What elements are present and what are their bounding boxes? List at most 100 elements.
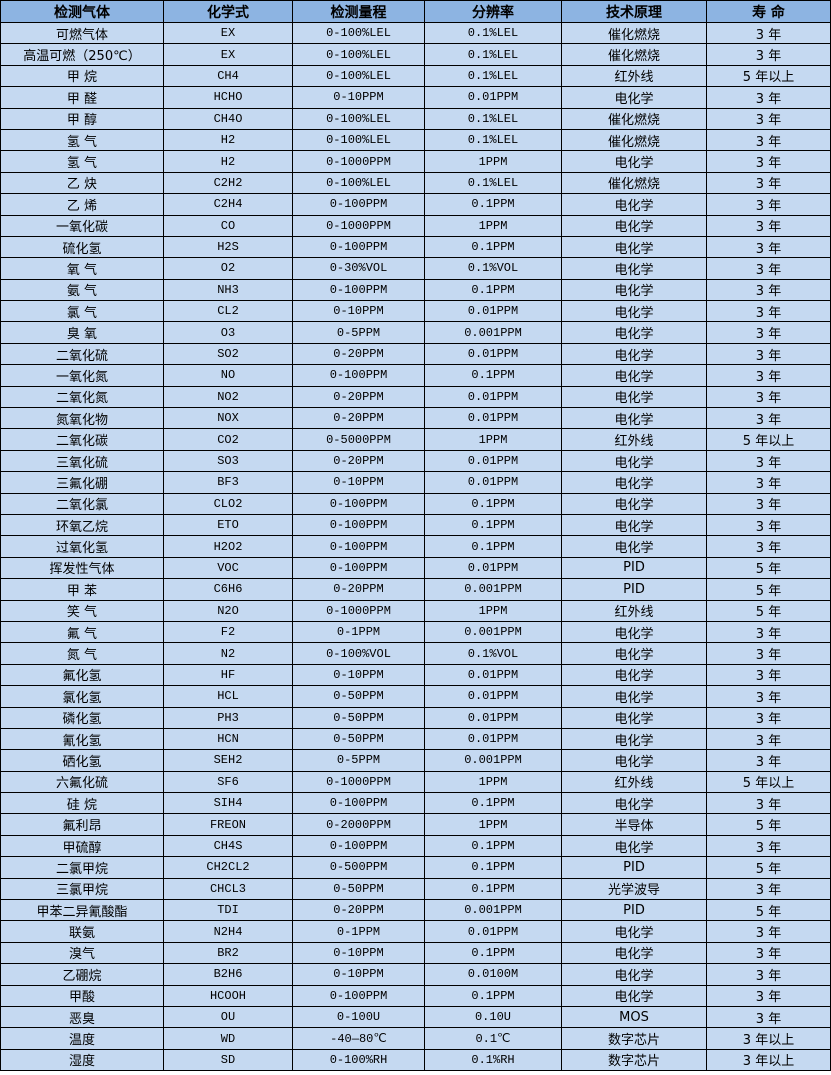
cell-range: 0-5000PPM bbox=[292, 428, 425, 451]
table-row: 甲 醇 CH4O 0-100%LEL 0.1%LEL 催化燃烧 3 年 bbox=[0, 107, 831, 130]
cell-formula: BF3 bbox=[163, 471, 293, 494]
table-row: 氟化氢 HF 0-10PPM 0.01PPM 电化学 3 年 bbox=[0, 663, 831, 687]
cell-principle: 催化燃烧 bbox=[561, 171, 707, 195]
cell-formula: WD bbox=[163, 1027, 293, 1050]
cell-formula: CHCL3 bbox=[163, 877, 293, 901]
cell-range: 0-100%LEL bbox=[292, 21, 425, 45]
table-row: 联氨 N2H4 0-1PPM 0.01PPM 电化学 3 年 bbox=[0, 920, 831, 943]
cell-formula: VOC bbox=[163, 556, 293, 580]
cell-gas: 六氟化硫 bbox=[0, 770, 164, 794]
cell-principle: PID bbox=[561, 899, 707, 922]
cell-principle: MOS bbox=[561, 1005, 707, 1029]
cell-resolution: 0.1%LEL bbox=[424, 171, 562, 195]
cell-resolution: 1PPM bbox=[424, 770, 562, 794]
table-row: 六氟化硫 SF6 0-1000PPM 1PPM 红外线 5 年以上 bbox=[0, 770, 831, 794]
cell-principle: 电化学 bbox=[561, 364, 707, 387]
cell-gas: 甲硫醇 bbox=[0, 834, 164, 858]
cell-resolution: 0.1PPM bbox=[424, 364, 562, 387]
cell-range: 0-100PPM bbox=[292, 492, 425, 515]
cell-resolution: 0.01PPM bbox=[424, 471, 562, 494]
cell-resolution: 0.01PPM bbox=[424, 86, 562, 109]
cell-lifespan: 3 年 bbox=[706, 449, 831, 473]
cell-lifespan: 3 年 bbox=[706, 364, 831, 387]
header-row: 检测气体 化学式 检测量程 分辨率 技术原理 寿 命 bbox=[0, 0, 831, 23]
cell-formula: CLO2 bbox=[163, 492, 293, 515]
cell-gas: 氟 气 bbox=[0, 620, 164, 644]
cell-lifespan: 3 年 bbox=[706, 86, 831, 109]
cell-gas: 过氧化氢 bbox=[0, 535, 164, 558]
cell-range: 0-20PPM bbox=[292, 407, 425, 430]
cell-formula: F2 bbox=[163, 620, 293, 644]
cell-lifespan: 5 年以上 bbox=[706, 770, 831, 794]
cell-gas: 甲 苯 bbox=[0, 578, 164, 601]
cell-lifespan: 3 年 bbox=[706, 492, 831, 515]
table-row: 温度 WD -40—80℃ 0.1℃ 数字芯片 3 年以上 bbox=[0, 1027, 831, 1050]
cell-principle: 电化学 bbox=[561, 86, 707, 109]
cell-principle: 光学波导 bbox=[561, 877, 707, 901]
cell-gas: 高温可燃（250℃） bbox=[0, 43, 164, 66]
cell-principle: 电化学 bbox=[561, 492, 707, 515]
cell-principle: 电化学 bbox=[561, 620, 707, 644]
cell-resolution: 0.1PPM bbox=[424, 792, 562, 815]
cell-range: 0-100%LEL bbox=[292, 171, 425, 195]
cell-lifespan: 3 年 bbox=[706, 1005, 831, 1029]
table-body: 可燃气体 EX 0-100%LEL 0.1%LEL 催化燃烧 3 年高温可燃（250℃） E… bbox=[0, 21, 831, 1072]
cell-gas: 一氧化氮 bbox=[0, 364, 164, 387]
cell-formula: H2S bbox=[163, 235, 293, 259]
table-row: 二氯甲烷 CH2CL2 0-500PPM 0.1PPM PID 5 年 bbox=[0, 856, 831, 879]
cell-lifespan: 3 年 bbox=[706, 407, 831, 430]
cell-range: 0-100%LEL bbox=[292, 43, 425, 66]
cell-gas: 氟化氢 bbox=[0, 663, 164, 687]
cell-formula: C6H6 bbox=[163, 578, 293, 601]
cell-formula: B2H6 bbox=[163, 963, 293, 986]
cell-formula: SO3 bbox=[163, 449, 293, 473]
cell-lifespan: 3 年 bbox=[706, 385, 831, 409]
cell-lifespan: 3 年 bbox=[706, 21, 831, 45]
cell-principle: 电化学 bbox=[561, 941, 707, 965]
cell-lifespan: 3 年 bbox=[706, 642, 831, 665]
cell-range: 0-20PPM bbox=[292, 449, 425, 473]
cell-lifespan: 3 年 bbox=[706, 620, 831, 644]
cell-range: 0-1000PPM bbox=[292, 770, 425, 794]
cell-formula: EX bbox=[163, 21, 293, 45]
cell-range: 0-100U bbox=[292, 1005, 425, 1029]
cell-gas: 三氧化硫 bbox=[0, 449, 164, 473]
table-row: 氨 气 NH3 0-100PPM 0.1PPM 电化学 3 年 bbox=[0, 278, 831, 302]
cell-gas: 氮氧化物 bbox=[0, 407, 164, 430]
cell-lifespan: 3 年 bbox=[706, 278, 831, 302]
cell-range: 0-20PPM bbox=[292, 342, 425, 366]
cell-formula: H2 bbox=[163, 128, 293, 152]
cell-resolution: 0.1PPM bbox=[424, 278, 562, 302]
cell-formula: SD bbox=[163, 1048, 293, 1072]
table-row: 高温可燃（250℃） EX 0-100%LEL 0.1%LEL 催化燃烧 3 年 bbox=[0, 43, 831, 66]
cell-range: 0-20PPM bbox=[292, 578, 425, 601]
cell-lifespan: 5 年 bbox=[706, 813, 831, 836]
table-row: 甲硫醇 CH4S 0-100PPM 0.1PPM 电化学 3 年 bbox=[0, 834, 831, 858]
cell-resolution: 0.1%LEL bbox=[424, 21, 562, 45]
cell-gas: 溴气 bbox=[0, 941, 164, 965]
cell-lifespan: 3 年 bbox=[706, 727, 831, 751]
cell-gas: 二氯甲烷 bbox=[0, 856, 164, 879]
table-row: 湿度 SD 0-100%RH 0.1%RH 数字芯片 3 年以上 bbox=[0, 1048, 831, 1072]
cell-principle: 催化燃烧 bbox=[561, 21, 707, 45]
cell-resolution: 0.1%RH bbox=[424, 1048, 562, 1072]
cell-formula: HCOOH bbox=[163, 984, 293, 1007]
cell-principle: 电化学 bbox=[561, 535, 707, 558]
table-row: 一氧化氮 NO 0-100PPM 0.1PPM 电化学 3 年 bbox=[0, 364, 831, 387]
header-gas: 检测气体 bbox=[0, 0, 164, 23]
cell-lifespan: 3 年 bbox=[706, 685, 831, 708]
cell-lifespan: 5 年 bbox=[706, 556, 831, 580]
cell-principle: 电化学 bbox=[561, 984, 707, 1007]
cell-gas: 氯 气 bbox=[0, 300, 164, 323]
cell-range: 0-1000PPM bbox=[292, 214, 425, 237]
table-row: 乙 烯 C2H4 0-100PPM 0.1PPM 电化学 3 年 bbox=[0, 193, 831, 216]
table-row: 氢 气 H2 0-100%LEL 0.1%LEL 催化燃烧 3 年 bbox=[0, 128, 831, 152]
cell-formula: CO2 bbox=[163, 428, 293, 451]
cell-range: 0-50PPM bbox=[292, 685, 425, 708]
cell-principle: 电化学 bbox=[561, 235, 707, 259]
cell-gas: 乙 烯 bbox=[0, 193, 164, 216]
cell-lifespan: 5 年以上 bbox=[706, 64, 831, 88]
cell-principle: 红外线 bbox=[561, 599, 707, 622]
cell-formula: CH4 bbox=[163, 64, 293, 88]
